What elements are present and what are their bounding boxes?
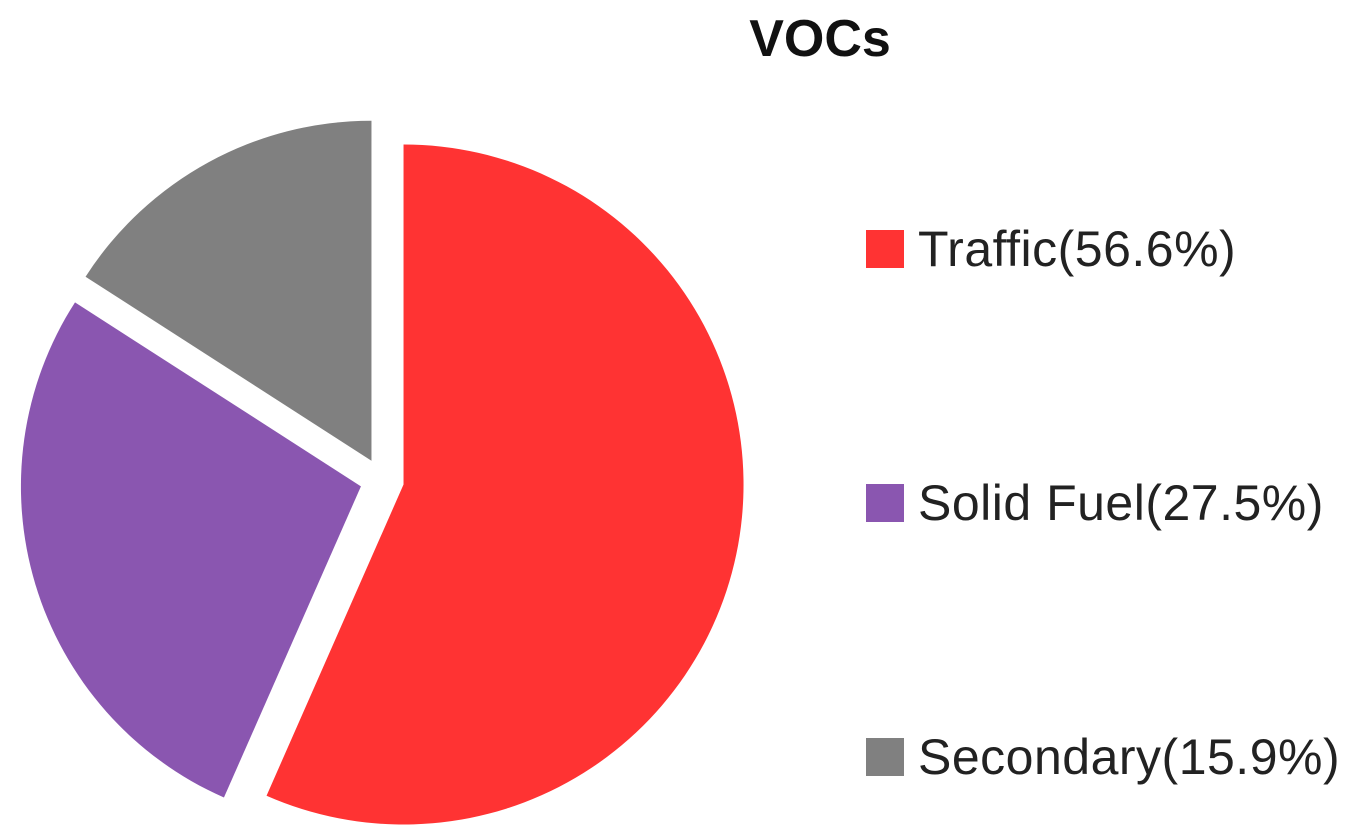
legend-item-secondary: Secondary(15.9%) [866,728,1340,786]
legend-item-traffic: Traffic(56.6%) [866,220,1236,278]
legend-swatch-traffic [866,230,904,268]
pie-slice-secondary [85,120,372,461]
legend-item-solid-fuel: Solid Fuel(27.5%) [866,474,1324,532]
legend-label-traffic: Traffic(56.6%) [918,221,1237,277]
legend-swatch-secondary [866,738,904,776]
pie-slice-solid-fuel [20,302,361,798]
legend-swatch-solid-fuel [866,484,904,522]
chart-title: VOCs [749,10,891,68]
legend-label-secondary: Secondary(15.9%) [918,729,1341,785]
pie-slice-traffic [266,144,744,825]
legend-label-solid-fuel: Solid Fuel(27.5%) [918,475,1324,531]
